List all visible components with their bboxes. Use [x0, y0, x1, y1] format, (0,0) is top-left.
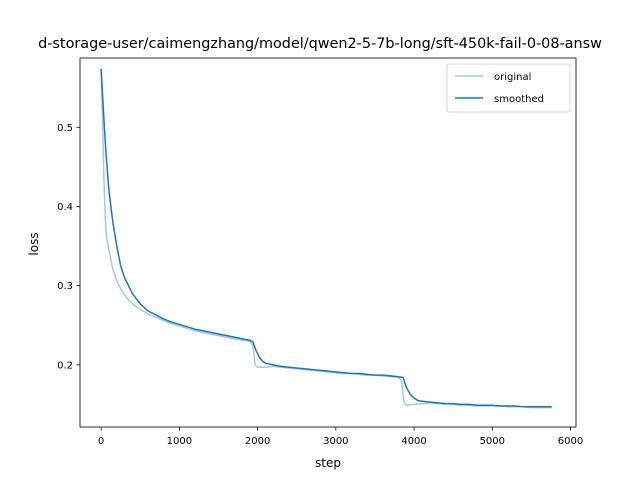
chart-title: d-storage-user/caimengzhang/model/qwen2-… [38, 36, 602, 52]
legend-label-original: original [494, 72, 531, 83]
x-tick-label: 1000 [167, 436, 192, 447]
x-tick-label: 5000 [480, 436, 505, 447]
y-tick-label: 0.5 [57, 123, 73, 134]
x-tick-label: 6000 [558, 436, 583, 447]
series-line-smoothed [100, 68, 552, 408]
series-line-original [100, 68, 552, 409]
y-axis-label: loss [27, 232, 41, 255]
axes-frame [79, 57, 577, 428]
x-tick-label: 3000 [323, 436, 348, 447]
y-tick-label: 0.3 [57, 281, 73, 292]
x-tick-label: 4000 [401, 436, 426, 447]
x-axis-label: step [315, 456, 341, 470]
legend-label-smoothed: smoothed [494, 94, 544, 105]
x-tick-label: 0 [98, 436, 104, 447]
x-tick-label: 2000 [245, 436, 270, 447]
y-tick-label: 0.2 [57, 360, 73, 371]
y-tick-label: 0.4 [57, 202, 73, 213]
